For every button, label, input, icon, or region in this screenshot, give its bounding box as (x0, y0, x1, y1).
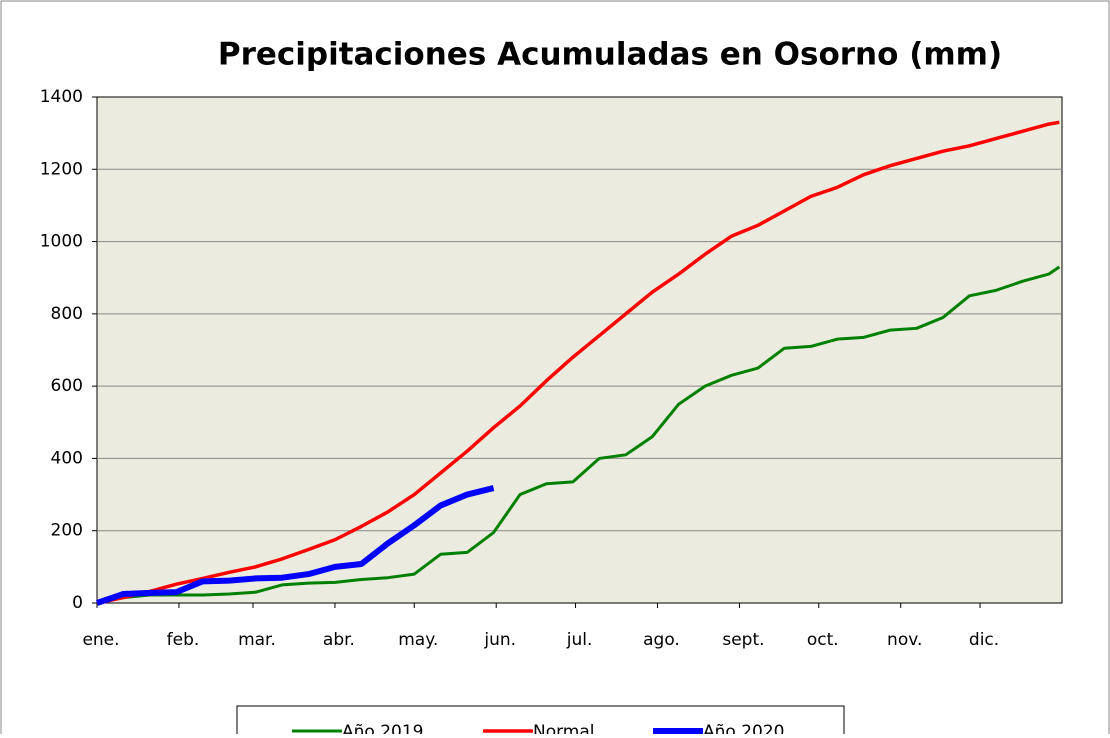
x-tick-label: may. (398, 630, 438, 650)
legend-label: Normal (533, 722, 595, 734)
series-line (96, 265, 1061, 605)
chart-title: Precipitaciones Acumuladas en Osorno (mm… (218, 37, 1002, 73)
x-tick-label: ago. (643, 630, 680, 650)
x-tick-label: dic. (969, 630, 999, 650)
y-tick-label: 1000 (40, 232, 83, 252)
x-tick-label: mar. (238, 630, 276, 650)
y-tick-label: 400 (51, 448, 83, 468)
y-tick-label: 1200 (40, 159, 83, 179)
legend-box (236, 705, 845, 738)
x-tick-label: ene. (82, 630, 119, 650)
series-line (96, 120, 1060, 605)
x-tick-label: jul. (566, 630, 593, 650)
x-tick-label: jun. (483, 630, 516, 650)
y-tick-label: 800 (51, 304, 83, 324)
y-tick-label: 1400 (40, 87, 83, 107)
legend-label: Año 2020 (703, 722, 784, 734)
x-tick-label: oct. (807, 630, 839, 650)
y-tick-label: 200 (51, 521, 83, 541)
legend-label: Año 2019 (342, 722, 423, 734)
x-tick-label: abr. (323, 630, 355, 650)
x-tick-label: sept. (722, 630, 764, 650)
x-tick-label: feb. (167, 630, 200, 650)
x-tick-label: nov. (887, 630, 922, 650)
y-tick-label: 600 (51, 376, 83, 396)
y-tick-label: 0 (72, 593, 83, 613)
series-line (96, 485, 495, 606)
